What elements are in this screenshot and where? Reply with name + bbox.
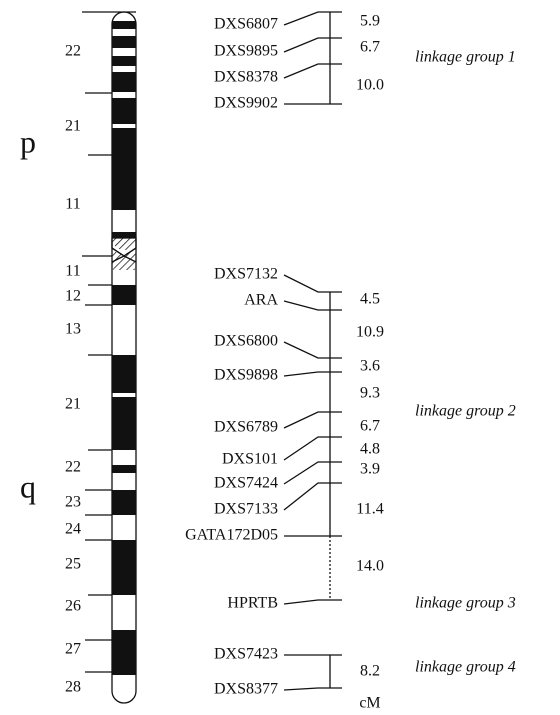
marker-label: DXS6789 xyxy=(214,419,278,436)
marker-label: GATA172D05 xyxy=(185,527,278,544)
distance-label: 6.7 xyxy=(360,39,380,56)
linkage-group-label: linkage group 4 xyxy=(415,659,516,676)
distance-label: 8.2 xyxy=(360,663,380,680)
marker-connector xyxy=(283,341,342,359)
marker-label: DXS9902 xyxy=(214,95,278,112)
marker-connector xyxy=(283,300,342,311)
linkage-group-label: linkage group 3 xyxy=(415,595,516,612)
marker-label: DXS8378 xyxy=(214,69,278,86)
marker-connector xyxy=(283,63,342,79)
band-label: 24 xyxy=(65,521,81,538)
distance-label: 3.9 xyxy=(360,461,380,478)
band-label: 26 xyxy=(65,598,81,615)
distance-label: 10.0 xyxy=(356,77,384,94)
distance-label: 10.9 xyxy=(356,324,384,341)
chromosome xyxy=(82,11,137,704)
band-label: 21 xyxy=(65,396,81,413)
marker-label: DXS9898 xyxy=(214,367,278,384)
distance-label: 11.4 xyxy=(356,501,383,518)
band-label: 11 xyxy=(65,263,80,280)
band-label: 27 xyxy=(65,641,81,658)
band-label: 11 xyxy=(65,196,80,213)
marker-connector xyxy=(283,11,342,26)
marker-connector xyxy=(283,371,342,377)
band-label: 22 xyxy=(65,459,81,476)
band-label: 23 xyxy=(65,494,81,511)
marker-connector xyxy=(283,461,342,485)
marker-connector xyxy=(283,687,342,691)
marker-label: DXS7133 xyxy=(214,501,278,518)
marker-label: DXS8377 xyxy=(214,681,278,698)
marker-connector xyxy=(283,274,342,293)
distance-label: 5.9 xyxy=(360,13,380,30)
distance-label: 4.5 xyxy=(360,291,380,308)
band-label: 21 xyxy=(65,118,81,135)
band-label: 13 xyxy=(65,321,81,338)
marker-label: DXS6807 xyxy=(214,16,278,33)
marker-label: DXS7424 xyxy=(214,475,278,492)
distance-label: 4.8 xyxy=(360,441,380,458)
marker-connector xyxy=(283,599,342,605)
distance-label: 3.6 xyxy=(360,358,380,375)
marker-connector xyxy=(283,411,342,429)
band-label: 28 xyxy=(65,679,81,696)
unit-label: cM xyxy=(359,695,380,712)
marker-connector xyxy=(283,436,342,461)
arm-label: q xyxy=(20,468,36,504)
marker-connector xyxy=(283,482,342,511)
marker-label: DXS6800 xyxy=(214,333,278,350)
marker-connector xyxy=(283,37,342,53)
marker-label: DXS7132 xyxy=(214,266,278,283)
linkage-group-label: linkage group 2 xyxy=(415,403,516,420)
marker-label: DXS101 xyxy=(222,451,278,468)
marker-label: DXS9895 xyxy=(214,43,278,60)
marker-label: ARA xyxy=(244,292,278,309)
distance-label: 9.3 xyxy=(360,385,380,402)
band-label: 22 xyxy=(65,43,81,60)
band-label: 12 xyxy=(65,288,81,305)
distance-label: 14.0 xyxy=(356,558,384,575)
linkage-group-label: linkage group 1 xyxy=(415,49,516,66)
marker-label: DXS7423 xyxy=(214,646,278,663)
distance-label: 6.7 xyxy=(360,418,380,435)
arm-label: p xyxy=(20,123,36,159)
marker-label: HPRTB xyxy=(227,595,278,612)
band-label: 25 xyxy=(65,556,81,573)
